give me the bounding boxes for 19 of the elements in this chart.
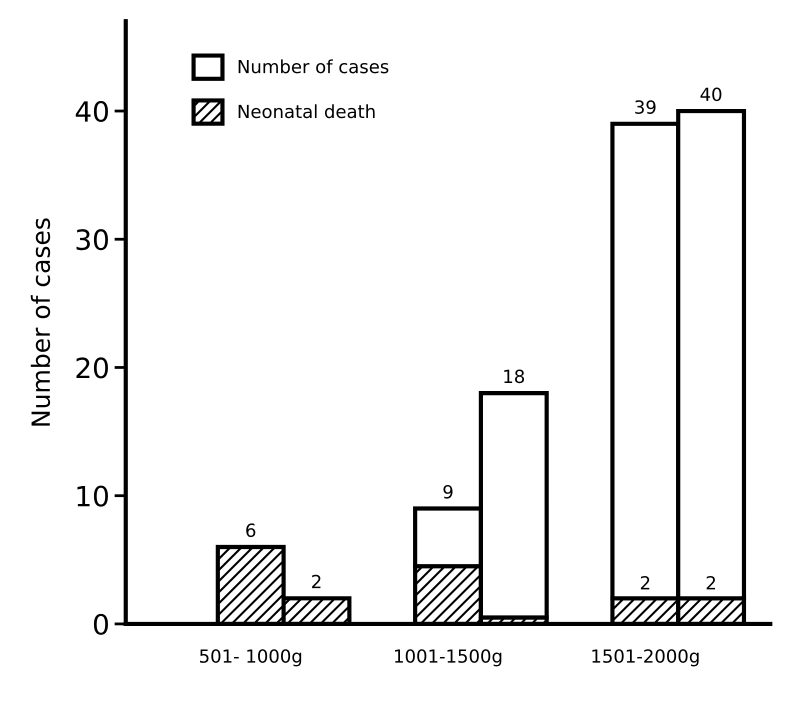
x-tick-label: 1501-2000g: [592, 649, 699, 666]
legend-label: Number of cases: [238, 59, 388, 74]
total-label: 18: [504, 370, 524, 384]
legend-label: Neonatal death: [238, 104, 375, 118]
y-tick-label: 0: [94, 614, 108, 635]
total-label: 40: [700, 87, 722, 102]
data-label: 2: [640, 576, 650, 590]
y-tick-label: 20: [76, 357, 108, 378]
y-tick-label: 30: [76, 229, 108, 250]
total-label: 9: [443, 484, 452, 499]
x-tick-label: 501- 1000g: [200, 649, 302, 666]
total-label: 6: [246, 523, 256, 538]
data-label: 2: [706, 576, 716, 590]
x-tick-label: 1001-1500g: [395, 649, 502, 666]
y-axis-title: Number of cases: [30, 218, 50, 426]
y-tick-label: 40: [76, 100, 108, 122]
total-label: 2: [312, 574, 320, 588]
y-tick-label: 10: [77, 486, 108, 507]
total-label: 39: [635, 100, 656, 114]
